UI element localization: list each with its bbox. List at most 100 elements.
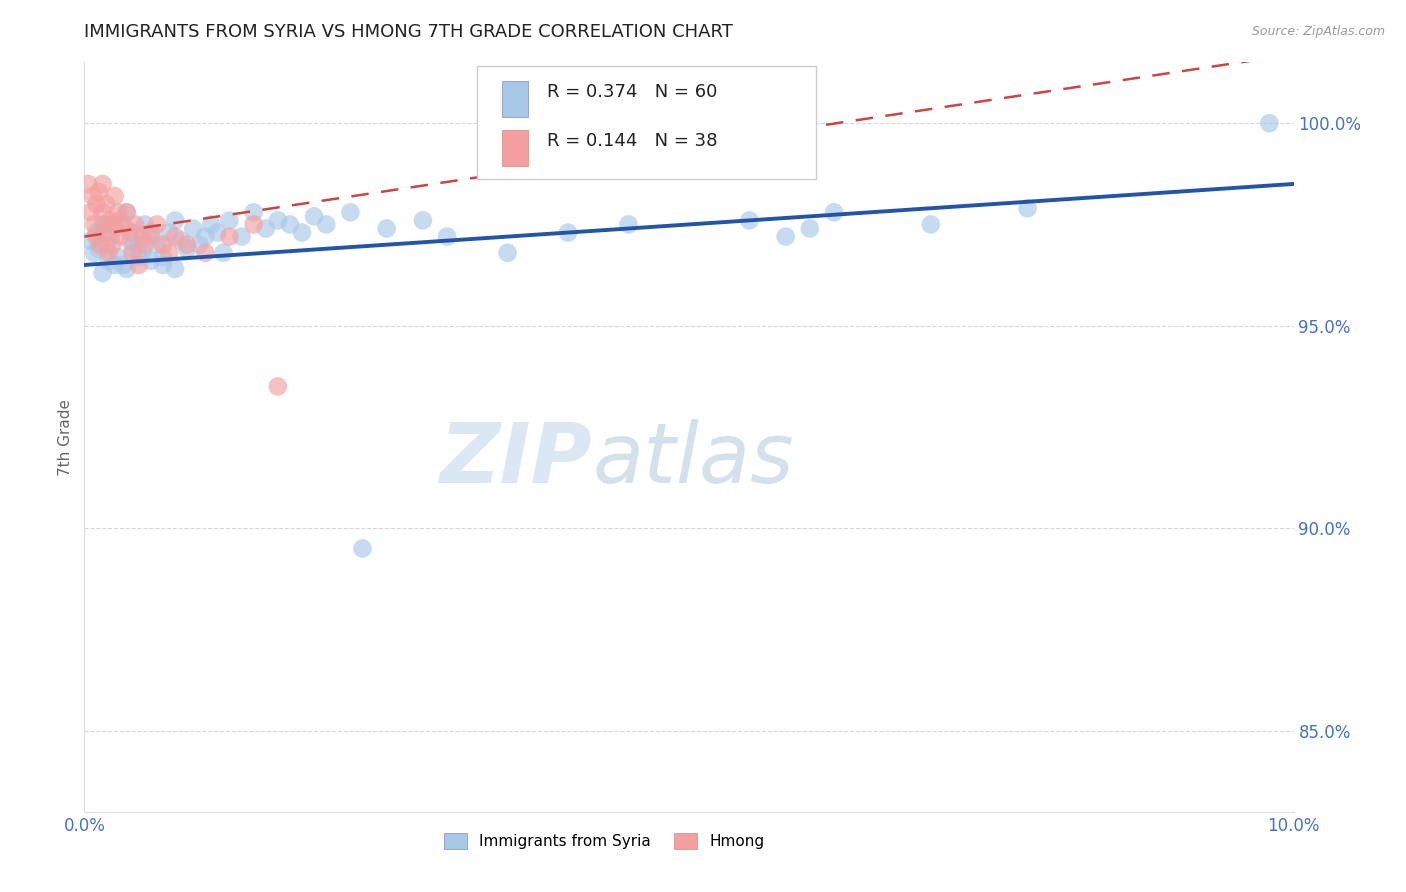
Point	[146, 218, 169, 232]
Point	[94, 218, 117, 232]
Point	[194, 229, 217, 244]
Point	[110, 213, 132, 227]
Point	[267, 213, 290, 227]
Point	[112, 258, 135, 272]
Point	[176, 242, 198, 256]
Point	[139, 229, 162, 244]
Point	[101, 237, 124, 252]
Point	[278, 218, 301, 232]
Y-axis label: 7th Grade: 7th Grade	[58, 399, 73, 475]
Point	[799, 221, 821, 235]
Text: R = 0.374   N = 60: R = 0.374 N = 60	[547, 83, 718, 101]
Point	[775, 229, 797, 244]
Point	[242, 205, 264, 219]
Point	[1258, 116, 1281, 130]
Point	[176, 237, 198, 252]
Point	[207, 226, 229, 240]
Point	[315, 218, 337, 232]
Point	[267, 379, 290, 393]
Point	[194, 245, 217, 260]
Point	[617, 218, 640, 232]
Point	[94, 237, 117, 252]
Point	[91, 266, 114, 280]
Point	[86, 229, 108, 244]
Point	[339, 205, 361, 219]
Point	[496, 245, 519, 260]
Point	[115, 205, 138, 219]
Point	[91, 177, 114, 191]
Point	[134, 237, 156, 252]
FancyBboxPatch shape	[478, 66, 815, 178]
Point	[139, 226, 162, 240]
Point	[107, 250, 129, 264]
Point	[83, 245, 105, 260]
Point	[120, 234, 142, 248]
Point	[107, 205, 129, 219]
Point	[91, 205, 114, 219]
Point	[212, 245, 235, 260]
Point	[242, 218, 264, 232]
Point	[89, 237, 111, 252]
Point	[121, 242, 143, 256]
Point	[79, 205, 101, 219]
Point	[82, 189, 104, 203]
Point	[128, 237, 150, 252]
Point	[165, 262, 187, 277]
Point	[181, 221, 204, 235]
Point	[139, 253, 162, 268]
Point	[557, 226, 579, 240]
Point	[738, 213, 761, 227]
Point	[218, 229, 240, 244]
Point	[231, 229, 253, 244]
Point	[1017, 201, 1039, 215]
Point	[86, 226, 108, 240]
Point	[152, 250, 174, 264]
Point	[124, 218, 146, 232]
Point	[104, 218, 127, 232]
Text: R = 0.144   N = 38: R = 0.144 N = 38	[547, 132, 718, 150]
Point	[152, 258, 174, 272]
Point	[94, 197, 117, 211]
Point	[104, 221, 127, 235]
Point	[165, 213, 187, 227]
Point	[115, 205, 138, 219]
Point	[352, 541, 374, 556]
Bar	[502, 81, 529, 117]
Legend: Immigrants from Syria, Hmong: Immigrants from Syria, Hmong	[437, 825, 772, 856]
Point	[157, 226, 180, 240]
Text: atlas: atlas	[592, 419, 794, 500]
Point	[97, 226, 120, 240]
Point	[134, 218, 156, 232]
Point	[121, 245, 143, 260]
Point	[188, 237, 211, 252]
Point	[110, 229, 132, 244]
Point	[436, 229, 458, 244]
Point	[77, 177, 100, 191]
Point	[165, 229, 187, 244]
Point	[920, 218, 942, 232]
Point	[97, 245, 120, 260]
Point	[83, 218, 105, 232]
Point	[97, 253, 120, 268]
Point	[170, 234, 193, 248]
Point	[104, 258, 127, 272]
Text: IMMIGRANTS FROM SYRIA VS HMONG 7TH GRADE CORRELATION CHART: IMMIGRANTS FROM SYRIA VS HMONG 7TH GRADE…	[84, 23, 734, 41]
Point	[87, 185, 110, 199]
Point	[200, 218, 222, 232]
Text: Source: ZipAtlas.com: Source: ZipAtlas.com	[1251, 25, 1385, 38]
Point	[79, 234, 101, 248]
Point	[302, 210, 325, 224]
Point	[120, 226, 142, 240]
Point	[152, 237, 174, 252]
Point	[131, 245, 153, 260]
Point	[823, 205, 845, 219]
Point	[100, 213, 122, 227]
Text: ZIP: ZIP	[440, 419, 592, 500]
Point	[115, 262, 138, 277]
Point	[375, 221, 398, 235]
Point	[124, 226, 146, 240]
Point	[104, 189, 127, 203]
Point	[112, 218, 135, 232]
Point	[218, 213, 240, 227]
Point	[131, 229, 153, 244]
